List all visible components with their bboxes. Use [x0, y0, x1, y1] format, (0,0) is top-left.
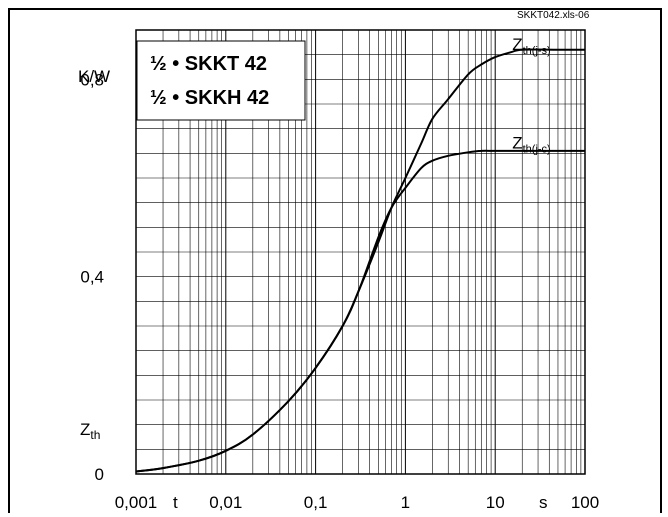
x-tick-label: 0,001 [115, 493, 158, 512]
y-axis-symbol: Zth [80, 420, 100, 442]
chart-curves: Zth(j-s)Zth(j-c) [135, 35, 585, 473]
file-label: SKKT042.xls-06 [517, 10, 590, 21]
x-tick-label: 0,1 [304, 493, 328, 512]
product-label-box [136, 40, 306, 121]
y-axis-symbol-sub: th [90, 428, 100, 442]
x-tick-label: 0,01 [209, 493, 242, 512]
series-label-main: Z [512, 35, 522, 54]
x-tick-label: 100 [571, 493, 599, 512]
y-tick-label: 0,8 [80, 70, 104, 89]
product-label-1: ½ • SKKT 42 [150, 53, 267, 75]
plot-area-border [135, 29, 586, 475]
product-label-2: ½ • SKKH 42 [150, 87, 269, 109]
series-label-main: Z [512, 134, 522, 153]
series-label-sub: th(j-c) [523, 144, 551, 156]
series-label: Zth(j-s) [512, 35, 551, 57]
x-tick-label: 10 [486, 493, 505, 512]
y-axis-unit: K/W [78, 67, 110, 86]
axis-ticks: 0,001 0,01 0,1 1 10 100 0 0,4 0,8 [80, 70, 599, 512]
y-tick-label: 0 [95, 465, 104, 484]
series-line-zth-j-c [135, 149, 585, 473]
x-axis-unit: s [539, 493, 548, 512]
series-label-sub: th(j-s) [523, 45, 551, 57]
x-tick-label: 1 [401, 493, 410, 512]
x-axis-symbol: t [173, 493, 178, 512]
y-axis-symbol-main: Z [80, 420, 90, 439]
chart-frame [8, 8, 662, 513]
y-tick-label: 0,4 [80, 268, 104, 287]
series-label: Zth(j-c) [512, 134, 551, 156]
